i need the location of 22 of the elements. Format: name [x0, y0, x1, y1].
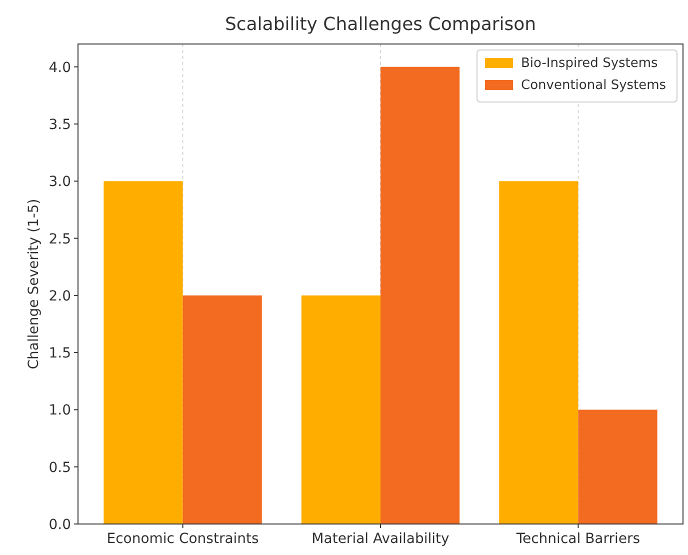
y-tick-label: 4.0 — [48, 60, 71, 76]
y-tick-label: 3.5 — [48, 117, 71, 133]
x-tick-label: Material Availability — [312, 531, 450, 547]
chart-title: Scalability Challenges Comparison — [224, 14, 536, 35]
bar — [301, 295, 380, 524]
bar — [182, 295, 262, 524]
y-tick-label: 0.0 — [48, 517, 71, 533]
y-tick-label: 2.0 — [48, 288, 71, 304]
y-tick-label: 0.5 — [48, 460, 71, 476]
bar — [499, 181, 578, 524]
x-tick-label: Economic Constraints — [106, 531, 259, 547]
x-tick-label: Technical Barriers — [515, 531, 640, 547]
y-axis-title: Challenge Severity (1-5) — [26, 198, 42, 370]
y-tick-label: 1.5 — [48, 346, 71, 362]
bar — [104, 181, 183, 524]
legend-label: Bio-Inspired Systems — [521, 56, 658, 71]
bar — [380, 66, 460, 524]
y-tick-label: 2.5 — [48, 231, 71, 248]
y-tick-label: 1.0 — [48, 402, 71, 419]
legend-label: Conventional Systems — [521, 78, 666, 93]
y-tick-label: 3.0 — [48, 174, 71, 190]
bar — [578, 410, 658, 524]
